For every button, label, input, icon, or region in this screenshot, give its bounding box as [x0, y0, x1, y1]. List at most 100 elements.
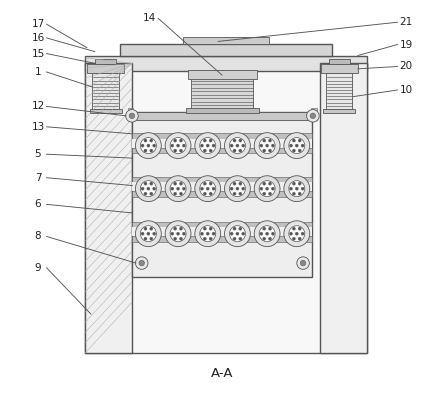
Circle shape [140, 226, 156, 242]
Circle shape [140, 181, 156, 196]
Circle shape [233, 139, 236, 142]
Bar [132, 227, 313, 237]
Circle shape [203, 149, 206, 152]
Circle shape [266, 187, 269, 190]
Circle shape [269, 139, 272, 142]
Bar [188, 70, 257, 79]
Bar [321, 64, 358, 73]
Circle shape [307, 110, 319, 122]
Circle shape [170, 138, 186, 154]
Circle shape [144, 227, 147, 230]
Circle shape [289, 226, 305, 242]
Bar [95, 59, 116, 64]
Bar [132, 112, 313, 277]
Bar [311, 108, 317, 120]
Bar [132, 176, 313, 182]
Circle shape [298, 227, 301, 230]
Circle shape [150, 139, 153, 142]
Circle shape [298, 192, 301, 195]
Circle shape [200, 144, 203, 147]
Circle shape [200, 138, 216, 154]
Circle shape [233, 237, 236, 240]
Bar [183, 37, 269, 44]
Circle shape [263, 139, 266, 142]
Circle shape [147, 187, 150, 190]
Circle shape [203, 139, 206, 142]
Circle shape [179, 237, 182, 240]
Circle shape [292, 227, 295, 230]
Bar [127, 108, 134, 120]
Circle shape [230, 144, 233, 147]
Circle shape [266, 144, 269, 147]
Circle shape [298, 237, 301, 240]
Circle shape [203, 182, 206, 185]
Circle shape [147, 232, 150, 235]
Circle shape [153, 232, 156, 235]
Circle shape [242, 144, 245, 147]
Circle shape [301, 144, 304, 147]
Circle shape [233, 227, 236, 230]
Circle shape [135, 257, 148, 269]
Circle shape [179, 227, 182, 230]
Text: 13: 13 [32, 122, 44, 132]
Circle shape [174, 182, 177, 185]
Circle shape [165, 133, 191, 158]
Circle shape [263, 227, 266, 230]
Circle shape [254, 176, 280, 202]
Circle shape [182, 144, 186, 147]
Bar [320, 63, 367, 353]
Circle shape [254, 221, 280, 247]
Circle shape [239, 149, 242, 152]
Circle shape [209, 237, 212, 240]
Circle shape [271, 232, 274, 235]
Circle shape [225, 221, 250, 247]
Bar [329, 59, 350, 64]
Bar [85, 55, 367, 71]
Circle shape [230, 226, 246, 242]
Circle shape [179, 149, 182, 152]
Circle shape [177, 187, 180, 190]
Circle shape [242, 187, 245, 190]
Circle shape [292, 237, 295, 240]
Circle shape [269, 192, 272, 195]
Circle shape [298, 149, 301, 152]
Circle shape [230, 232, 233, 235]
Circle shape [289, 232, 293, 235]
Text: 19: 19 [400, 40, 412, 50]
Circle shape [233, 192, 236, 195]
Circle shape [182, 187, 186, 190]
Circle shape [271, 144, 274, 147]
Bar [90, 109, 122, 114]
Circle shape [144, 149, 147, 152]
Bar [87, 64, 124, 73]
Circle shape [292, 192, 295, 195]
Circle shape [195, 221, 221, 247]
Circle shape [174, 149, 177, 152]
Text: 10: 10 [400, 85, 412, 95]
Circle shape [295, 187, 298, 190]
Circle shape [153, 187, 156, 190]
Bar [92, 73, 119, 110]
Circle shape [310, 113, 316, 119]
Circle shape [271, 187, 274, 190]
Circle shape [150, 192, 153, 195]
Circle shape [263, 237, 266, 240]
Circle shape [144, 182, 147, 185]
Circle shape [230, 187, 233, 190]
Bar [132, 139, 313, 148]
Circle shape [203, 192, 206, 195]
Circle shape [301, 187, 304, 190]
Bar [85, 63, 367, 353]
Bar [120, 44, 332, 55]
Circle shape [135, 221, 161, 247]
Circle shape [289, 181, 305, 196]
Circle shape [179, 182, 182, 185]
Circle shape [233, 182, 236, 185]
Circle shape [174, 227, 177, 230]
Text: 15: 15 [32, 49, 44, 59]
Circle shape [230, 181, 246, 196]
Circle shape [263, 149, 266, 152]
Circle shape [177, 144, 180, 147]
Circle shape [289, 138, 305, 154]
Circle shape [200, 181, 216, 196]
